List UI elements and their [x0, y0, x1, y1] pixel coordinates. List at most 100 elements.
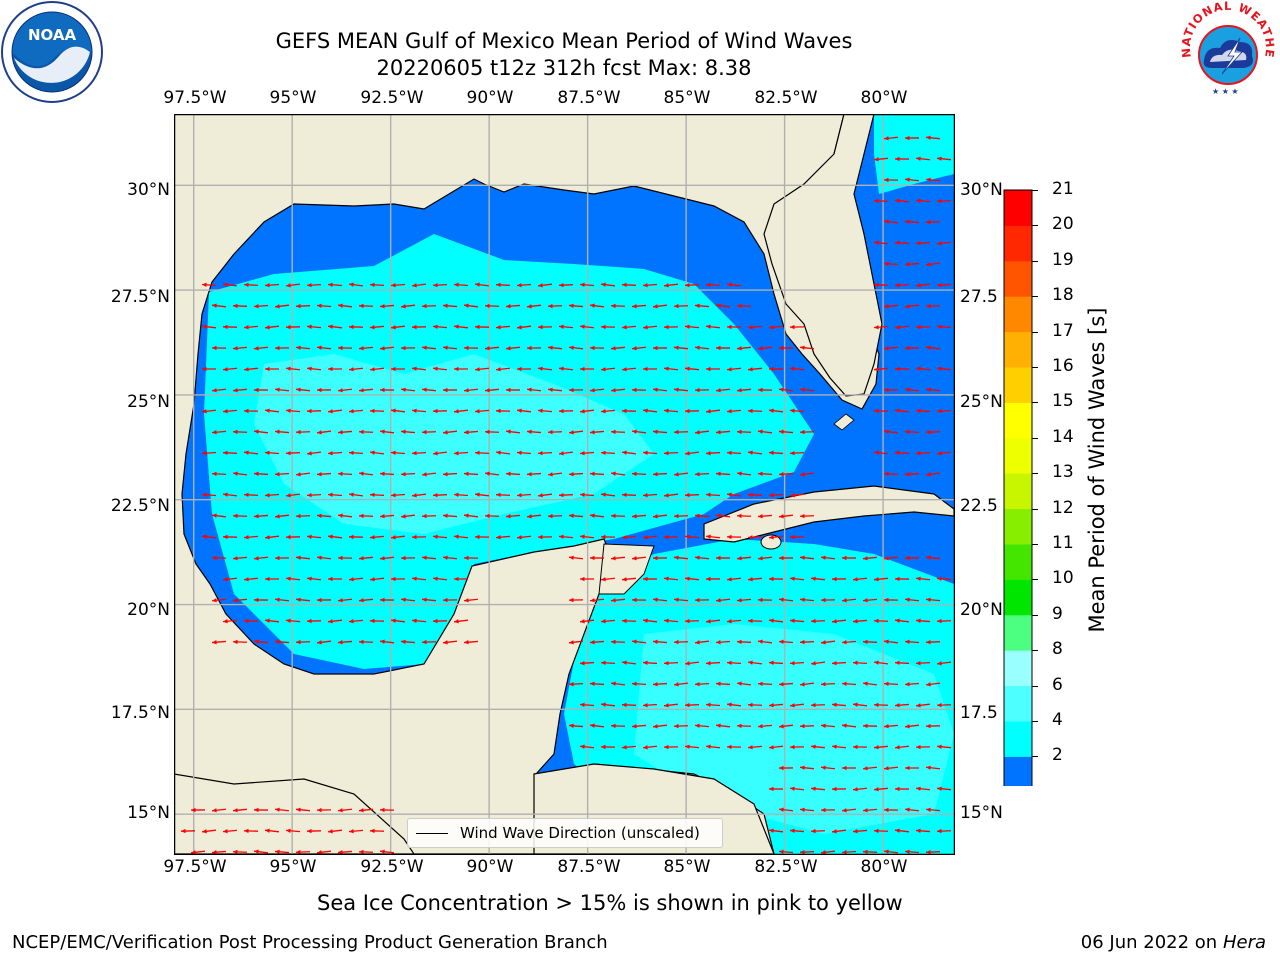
wave-arrow: [306, 324, 322, 329]
wave-arrow: [652, 724, 668, 729]
wave-arrow: [432, 366, 448, 371]
wave-arrow: [778, 555, 794, 561]
lat-label-right: 22.5: [960, 496, 998, 516]
wave-arrow: [222, 829, 238, 834]
wave-arrow: [264, 408, 280, 413]
wave-arrow: [904, 219, 920, 224]
wave-arrow: [201, 492, 217, 497]
wave-arrow: [726, 702, 742, 707]
wave-arrow: [337, 598, 353, 603]
wave-arrow: [253, 639, 269, 644]
wave-arrow: [642, 660, 658, 666]
wave-arrow: [358, 598, 374, 603]
wave-arrow: [390, 366, 406, 372]
wave-arrow: [799, 639, 815, 645]
wave-arrow: [568, 640, 584, 645]
wave-arrow: [915, 576, 931, 581]
wave-arrow: [915, 786, 931, 791]
wave-arrow: [621, 702, 637, 708]
wave-arrow: [894, 576, 910, 582]
wave-arrow: [621, 325, 637, 330]
wave-arrow: [421, 472, 437, 477]
wave-arrow: [558, 451, 574, 456]
lon-label-bottom: 82.5°W: [754, 857, 818, 877]
wave-arrow: [442, 597, 458, 603]
wave-arrow: [673, 345, 689, 350]
wave-arrow: [610, 346, 626, 351]
colorbar-segment: [1004, 296, 1032, 333]
colorbar-segment: [1004, 402, 1032, 439]
wave-arrow: [778, 765, 794, 771]
wave-arrow: [747, 745, 763, 750]
colorbar-tick-label: 14: [1052, 426, 1074, 447]
wave-arrow: [663, 576, 679, 581]
wave-arrow: [757, 471, 773, 477]
wave-arrow: [894, 703, 910, 708]
wave-arrow: [883, 261, 899, 267]
wave-arrow: [820, 640, 836, 645]
wave-arrow: [411, 534, 427, 540]
lon-label-bottom: 90°W: [466, 857, 514, 877]
wave-arrow: [285, 493, 301, 498]
wave-arrow: [736, 471, 752, 476]
wave-arrow: [673, 513, 689, 519]
wave-arrow: [799, 429, 815, 435]
colorbar-segment: [1004, 225, 1032, 262]
wave-arrow: [936, 408, 952, 414]
wave-arrow: [411, 493, 427, 498]
chart-title: GEFS MEAN Gulf of Mexico Mean Period of …: [275, 29, 853, 53]
wave-arrow: [526, 304, 542, 309]
wave-arrow: [747, 702, 763, 708]
wave-arrow: [589, 388, 605, 393]
wave-arrow: [684, 366, 700, 371]
wave-arrow: [883, 304, 899, 309]
wave-arrow: [841, 723, 857, 728]
wave-arrow: [883, 681, 899, 687]
wave-arrow: [904, 597, 920, 602]
wave-arrow: [579, 744, 595, 749]
lat-label-right: 25°N: [960, 392, 1003, 412]
wave-arrow: [348, 409, 364, 414]
wave-arrow: [862, 723, 878, 729]
wave-arrow: [631, 387, 647, 393]
wave-arrow: [316, 471, 332, 477]
wave-arrow: [285, 828, 301, 833]
wave-arrow: [568, 723, 584, 728]
wave-arrow: [663, 408, 679, 413]
wave-arrow: [841, 681, 857, 687]
wave-arrow: [768, 493, 784, 498]
wave-arrow: [264, 576, 280, 582]
run-date: 06 Jun 2022 on Hera: [1081, 932, 1266, 953]
wave-arrow: [274, 387, 290, 392]
wave-arrow: [400, 555, 416, 561]
wave-arrow: [694, 430, 710, 435]
wave-arrow: [883, 597, 899, 603]
wave-arrow: [400, 639, 416, 644]
wave-arrow: [463, 555, 479, 561]
wave-arrow: [547, 472, 563, 477]
wave-arrow: [642, 745, 658, 750]
wave-arrow: [579, 366, 595, 372]
wave-arrow: [694, 597, 710, 603]
wave-arrow: [642, 408, 658, 413]
wave-arrow: [747, 492, 763, 498]
florida-land: [763, 114, 954, 397]
wave-arrow: [474, 534, 490, 540]
lon-label-bottom: 87.5°W: [557, 857, 621, 877]
wave-arrow: [327, 366, 343, 372]
wave-arrow: [883, 136, 899, 141]
lon-label-top: 90°W: [466, 88, 514, 108]
wave-arrow: [400, 345, 416, 351]
wave-arrow: [243, 367, 259, 372]
wave-arrow: [327, 324, 343, 329]
wave-arrow: [274, 471, 290, 477]
wave-arrow: [915, 408, 931, 413]
wave-arrow: [180, 828, 196, 834]
colorbar-segment: [1004, 721, 1032, 757]
wave-arrow: [274, 555, 290, 561]
wave-arrow: [211, 513, 227, 518]
wave-arrow: [631, 597, 647, 603]
wave-arrow: [348, 367, 364, 372]
wave-arrow: [673, 639, 689, 645]
wave-arrow: [316, 387, 332, 393]
